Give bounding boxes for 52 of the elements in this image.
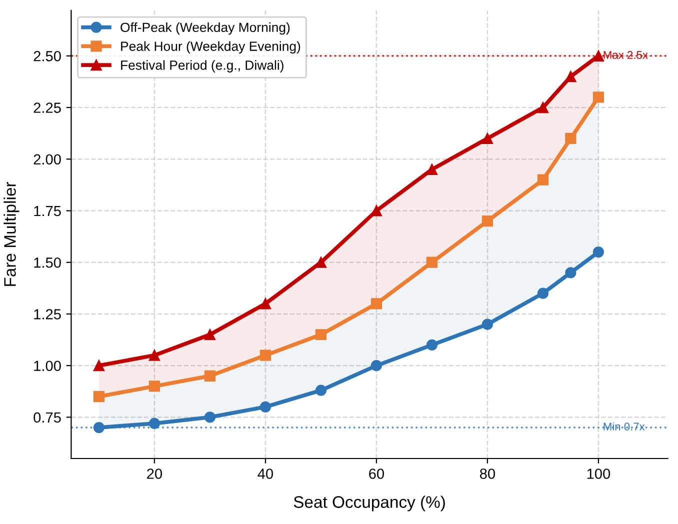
point bbox=[315, 384, 326, 396]
point bbox=[592, 92, 604, 103]
y-tick-label: 2.00 bbox=[34, 154, 61, 165]
y-axis-title: Fare Multiplier bbox=[4, 182, 20, 286]
point bbox=[260, 401, 271, 412]
point bbox=[370, 298, 382, 310]
x-tick-label: 100 bbox=[587, 468, 610, 479]
point bbox=[565, 267, 576, 278]
point bbox=[148, 418, 160, 429]
point bbox=[260, 298, 271, 310]
point bbox=[482, 132, 494, 144]
point bbox=[315, 256, 326, 268]
x-tick-label: 60 bbox=[369, 468, 384, 479]
y-tick-label: 1.25 bbox=[34, 309, 61, 320]
point bbox=[565, 132, 576, 144]
y-tick-label: 1.00 bbox=[34, 360, 61, 372]
point bbox=[148, 350, 160, 361]
point bbox=[592, 50, 604, 62]
point bbox=[370, 360, 382, 372]
point bbox=[482, 318, 494, 330]
point bbox=[204, 329, 216, 340]
point bbox=[93, 391, 104, 402]
point bbox=[204, 370, 216, 382]
point bbox=[148, 380, 160, 392]
y-tick-label: 1.75 bbox=[34, 206, 61, 216]
legend-label: Peak Hour (Weekday Evening) bbox=[121, 41, 300, 54]
point bbox=[426, 256, 438, 268]
x-tick-label: 40 bbox=[258, 468, 273, 479]
legend-label: Off-Peak (Weekday Morning) bbox=[120, 22, 290, 35]
point bbox=[93, 360, 104, 372]
point bbox=[93, 422, 104, 434]
point bbox=[592, 246, 604, 258]
ref-line-label: Max 2.5x bbox=[604, 51, 648, 59]
point bbox=[537, 174, 549, 186]
y-tick-label: 2.50 bbox=[34, 51, 61, 62]
point bbox=[537, 288, 549, 299]
point bbox=[565, 70, 576, 82]
ref-line-label: Min 0.7x bbox=[604, 422, 645, 431]
x-tick-label: 20 bbox=[147, 468, 162, 479]
y-tick-label: 1.50 bbox=[34, 257, 61, 268]
point bbox=[482, 216, 494, 227]
x-tick-label: 80 bbox=[480, 468, 495, 479]
point bbox=[537, 102, 549, 114]
point bbox=[260, 350, 271, 361]
x-axis-title: Seat Occupancy (%) bbox=[294, 496, 445, 512]
point bbox=[426, 339, 438, 351]
legend-label: Festival Period (e.g., Diwali) bbox=[121, 60, 284, 72]
y-tick-label: 2.25 bbox=[34, 102, 61, 113]
point bbox=[426, 164, 438, 176]
point bbox=[315, 329, 326, 340]
y-tick-label: 0.75 bbox=[34, 412, 61, 423]
point bbox=[204, 412, 216, 423]
